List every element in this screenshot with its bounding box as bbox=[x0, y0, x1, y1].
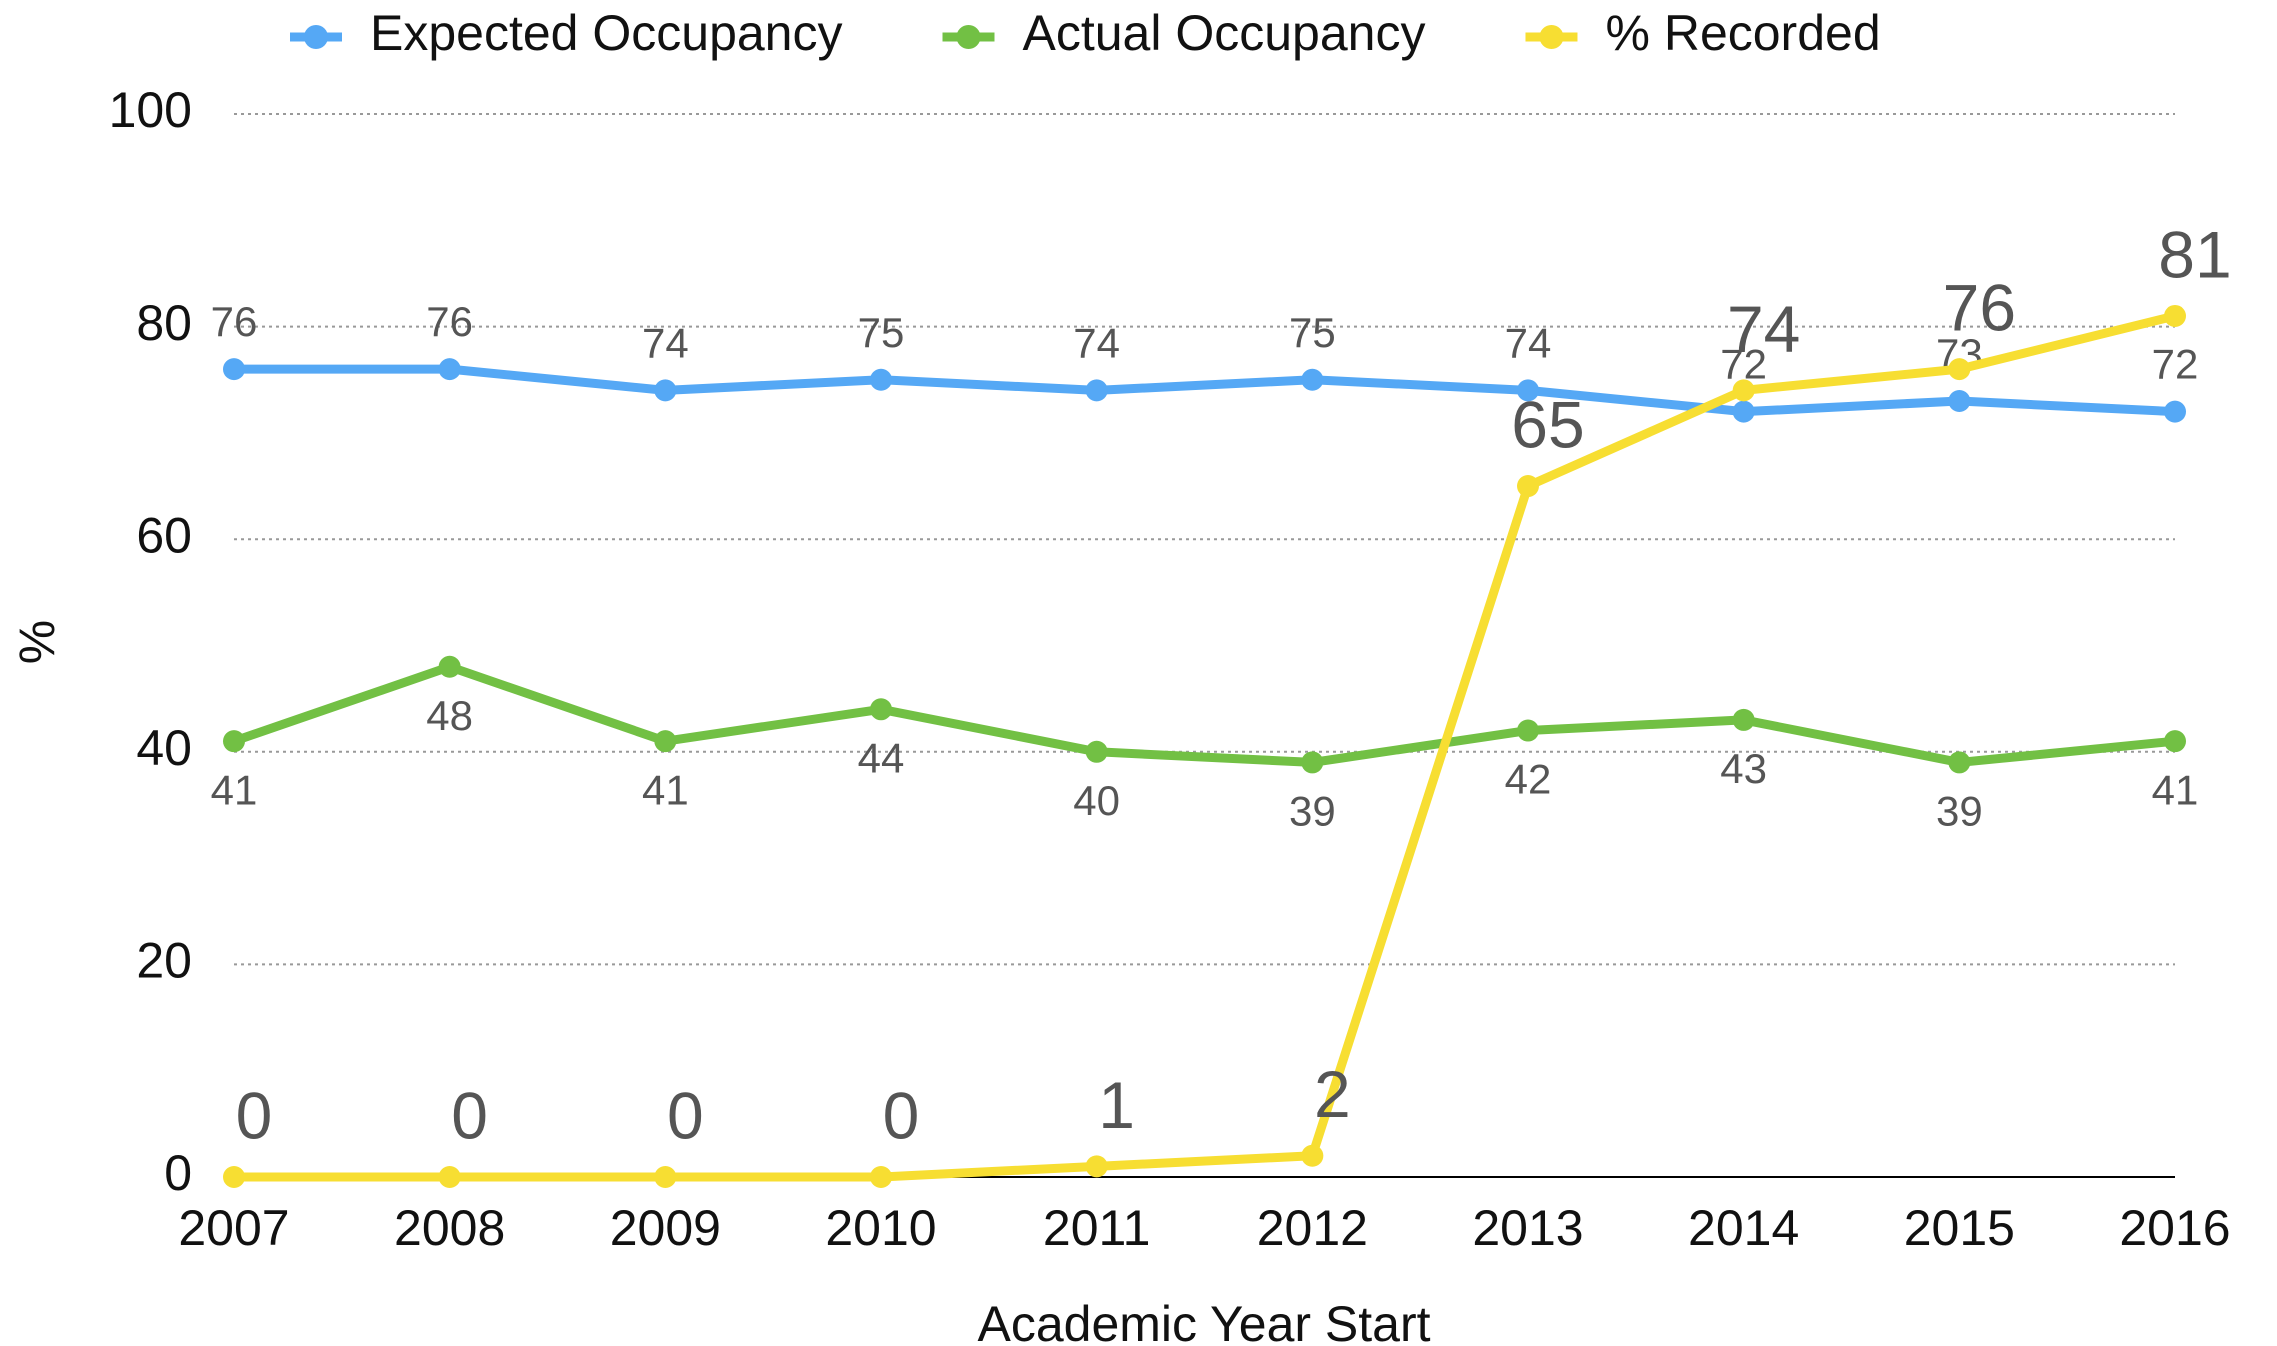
y-axis-title: % bbox=[9, 620, 65, 664]
series-line bbox=[234, 311, 2177, 1182]
y-tick-label: 80 bbox=[136, 295, 192, 351]
data-label: 41 bbox=[2152, 766, 2199, 813]
x-tick-label: 2014 bbox=[1688, 1200, 1799, 1256]
point bbox=[438, 1166, 461, 1188]
point bbox=[223, 1166, 245, 1188]
x-tick-label: 2016 bbox=[2119, 1200, 2230, 1256]
legend-marker bbox=[956, 25, 981, 49]
data-label: 39 bbox=[1289, 788, 1336, 835]
data-label: 48 bbox=[426, 692, 473, 739]
legend-label: Actual Occupancy bbox=[1023, 5, 1426, 61]
point bbox=[1085, 740, 1108, 763]
data-label: 76 bbox=[1943, 271, 2016, 345]
point bbox=[1517, 379, 1539, 402]
data-label: 42 bbox=[1505, 756, 1552, 803]
x-tick-label: 2015 bbox=[1904, 1200, 2015, 1256]
point bbox=[1732, 379, 1755, 402]
x-tick-label: 2008 bbox=[394, 1200, 505, 1256]
x-axis-title: Academic Year Start bbox=[977, 1296, 1430, 1346]
data-label: 74 bbox=[1727, 292, 1800, 366]
x-tick-label: 2010 bbox=[825, 1200, 936, 1256]
point bbox=[654, 379, 677, 402]
series-line bbox=[232, 662, 2176, 767]
point bbox=[438, 358, 461, 381]
data-label: 41 bbox=[642, 766, 689, 813]
data-label: 65 bbox=[1511, 387, 1584, 461]
point bbox=[438, 655, 461, 678]
data-label: 0 bbox=[236, 1078, 273, 1152]
y-tick-label: 40 bbox=[136, 720, 192, 776]
data-label: 0 bbox=[883, 1078, 920, 1152]
data-label: 74 bbox=[642, 319, 689, 366]
data-label: 74 bbox=[1505, 319, 1552, 366]
point bbox=[1301, 1144, 1324, 1167]
data-label: 39 bbox=[1936, 788, 1983, 835]
point bbox=[223, 358, 245, 381]
data-label: 76 bbox=[211, 298, 258, 345]
data-label: 72 bbox=[2152, 341, 2199, 388]
data-label: 41 bbox=[211, 766, 258, 813]
x-tick-label: 2009 bbox=[610, 1200, 721, 1256]
point bbox=[1301, 368, 1324, 391]
point bbox=[1085, 1155, 1108, 1178]
data-label: 2 bbox=[1314, 1057, 1351, 1131]
point bbox=[870, 1166, 892, 1188]
legend-label: % Recorded bbox=[1605, 5, 1880, 61]
y-tick-label: 20 bbox=[136, 933, 192, 989]
legend-marker bbox=[304, 25, 328, 49]
data-label: 40 bbox=[1073, 777, 1120, 824]
data-label: 1 bbox=[1098, 1068, 1135, 1142]
point bbox=[2164, 304, 2186, 327]
data-label: 43 bbox=[1720, 745, 1767, 792]
series-line bbox=[234, 364, 2176, 417]
data-label: 74 bbox=[1073, 319, 1120, 366]
point bbox=[1517, 475, 1539, 498]
point bbox=[870, 698, 892, 721]
x-tick-label: 2012 bbox=[1257, 1200, 1368, 1256]
x-tick-label: 2011 bbox=[1043, 1200, 1151, 1256]
legend-label: Expected Occupancy bbox=[370, 5, 843, 61]
x-tick-label: 2013 bbox=[1472, 1200, 1583, 1256]
data-label: 0 bbox=[451, 1078, 488, 1152]
y-tick-label: 0 bbox=[164, 1145, 192, 1201]
point bbox=[654, 730, 677, 753]
point bbox=[1948, 751, 1971, 774]
point bbox=[1732, 400, 1755, 423]
point bbox=[1948, 358, 1971, 381]
data-label: 76 bbox=[426, 298, 473, 345]
point bbox=[1517, 719, 1539, 742]
point bbox=[2164, 730, 2186, 753]
point bbox=[1085, 379, 1108, 402]
data-label: 75 bbox=[1289, 309, 1336, 356]
x-tick-label: 2007 bbox=[178, 1200, 289, 1256]
point bbox=[654, 1166, 677, 1188]
data-label: 44 bbox=[858, 734, 905, 781]
data-label: 0 bbox=[667, 1078, 704, 1152]
point bbox=[1301, 751, 1324, 774]
point bbox=[1732, 708, 1755, 731]
point bbox=[223, 730, 245, 753]
data-label: 75 bbox=[858, 309, 905, 356]
point bbox=[870, 368, 892, 391]
point bbox=[1948, 390, 1971, 413]
data-label: 81 bbox=[2158, 217, 2231, 291]
legend-marker bbox=[1539, 25, 1564, 49]
y-tick-label: 100 bbox=[109, 82, 192, 138]
y-tick-label: 60 bbox=[136, 507, 192, 563]
point bbox=[2164, 400, 2186, 423]
